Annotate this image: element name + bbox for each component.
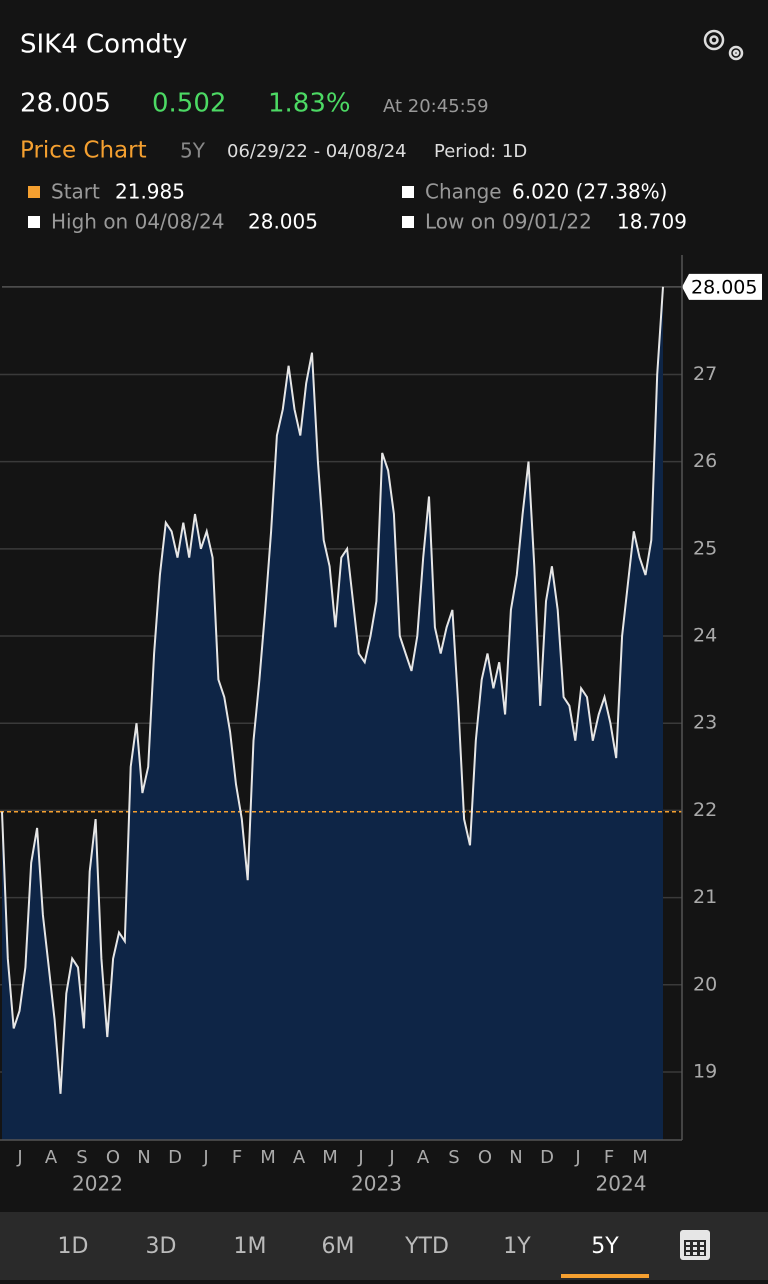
- tab-bar: [0, 1212, 768, 1280]
- chart-title: Price Chart: [20, 138, 147, 164]
- x-tick-label: D: [540, 1147, 554, 1168]
- time: At 20:45:59: [383, 96, 489, 117]
- low-label: Low on 09/01/22: [425, 210, 592, 234]
- x-tick-label: J: [574, 1147, 580, 1168]
- low-value: 18.709: [617, 210, 687, 234]
- tab[interactable]: 1D: [58, 1234, 89, 1259]
- change-label: Change: [425, 180, 502, 204]
- start-swatch: [28, 186, 40, 198]
- x-tick-label: M: [260, 1147, 276, 1168]
- x-tick-label: M: [322, 1147, 338, 1168]
- x-tick-label: J: [388, 1147, 394, 1168]
- tab[interactable]: 6M: [322, 1234, 355, 1259]
- change: 0.502: [152, 89, 226, 119]
- start-value: 21.985: [115, 180, 185, 204]
- high-value: 28.005: [248, 210, 318, 234]
- price-tag-bg: [682, 273, 762, 300]
- y-tick-label: 20: [693, 973, 717, 995]
- price: 28.005: [20, 89, 111, 119]
- year-label: 2023: [351, 1172, 402, 1196]
- x-tick-label: M: [632, 1147, 648, 1168]
- tab[interactable]: 1M: [234, 1234, 267, 1259]
- y-tick-label: 27: [693, 363, 717, 385]
- settings-icon[interactable]: [703, 29, 744, 61]
- y-tick-label: 22: [693, 799, 717, 821]
- x-tick-label: S: [76, 1147, 87, 1168]
- x-tick-label: D: [168, 1147, 182, 1168]
- high-label: High on 04/08/24: [51, 210, 224, 234]
- low-swatch: [402, 216, 414, 228]
- range: 5Y: [180, 139, 206, 163]
- x-tick-label: F: [604, 1147, 614, 1168]
- tab-underline: [561, 1274, 649, 1278]
- x-tick-label: S: [448, 1147, 459, 1168]
- y-tick-label: 24: [693, 625, 717, 647]
- x-tick-label: J: [202, 1147, 208, 1168]
- year-label: 2024: [596, 1172, 647, 1196]
- area: [2, 286, 663, 1140]
- y-tick-label: 23: [693, 712, 717, 734]
- x-tick-label: J: [16, 1147, 22, 1168]
- x-tick-label: N: [509, 1147, 522, 1168]
- period: Period: 1D: [434, 141, 527, 162]
- price-tag: 28.005: [691, 276, 757, 298]
- change-pct: 1.83%: [268, 89, 351, 119]
- dates: 06/29/22 - 04/08/24: [227, 141, 407, 162]
- change-value: 6.020 (27.38%): [512, 180, 667, 204]
- y-tick-label: 25: [693, 537, 717, 559]
- year-label: 2022: [72, 1172, 123, 1196]
- x-tick-label: O: [478, 1147, 492, 1168]
- tab[interactable]: YTD: [404, 1234, 449, 1259]
- high-swatch: [28, 216, 40, 228]
- x-tick-label: J: [357, 1147, 363, 1168]
- y-tick-label: 19: [693, 1060, 717, 1082]
- x-tick-label: A: [417, 1147, 430, 1168]
- x-tick-label: O: [106, 1147, 120, 1168]
- tab[interactable]: 5Y: [591, 1234, 619, 1259]
- x-tick-label: A: [45, 1147, 58, 1168]
- y-tick-label: 26: [693, 450, 717, 472]
- calendar-icon[interactable]: [680, 1230, 710, 1260]
- x-tick-label: F: [232, 1147, 242, 1168]
- price-line: [1, 286, 664, 1094]
- tab[interactable]: 1Y: [503, 1234, 531, 1259]
- tab[interactable]: 3D: [146, 1234, 177, 1259]
- x-tick-label: A: [293, 1147, 306, 1168]
- y-tick-label: 21: [693, 886, 717, 908]
- ticker: SIK4 Comdty: [20, 30, 188, 60]
- start-label: Start: [51, 180, 100, 204]
- x-tick-label: N: [137, 1147, 150, 1168]
- change-swatch: [402, 186, 414, 198]
